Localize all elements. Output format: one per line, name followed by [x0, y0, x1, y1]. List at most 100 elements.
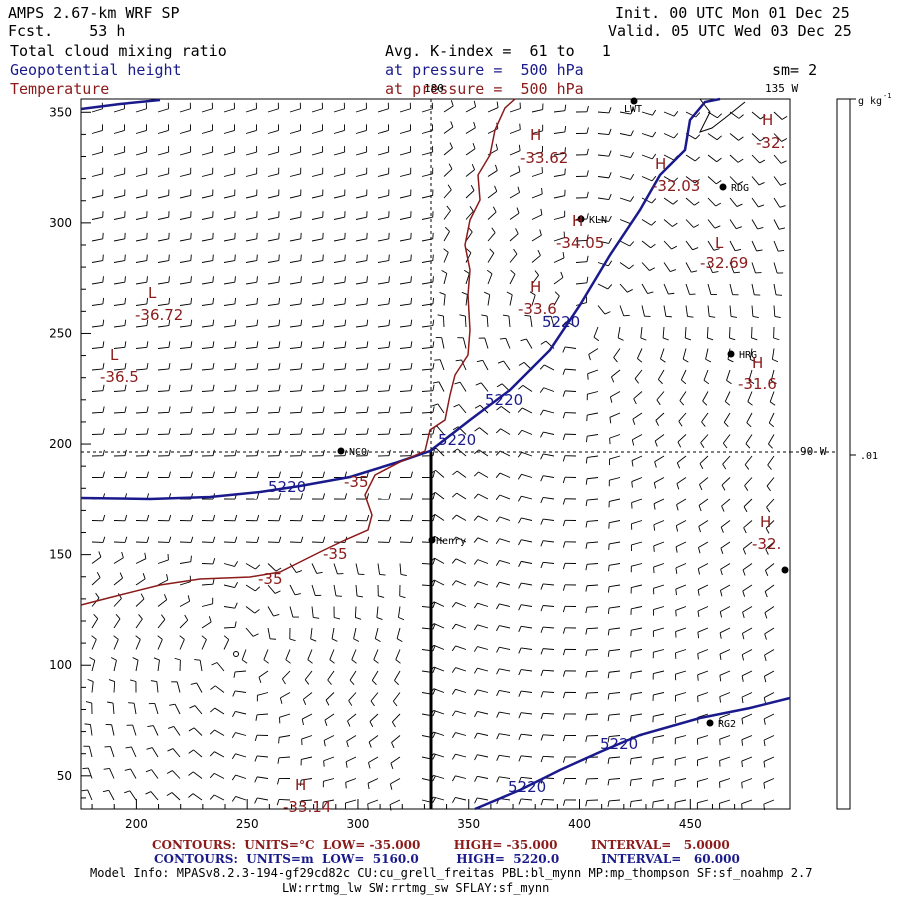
x-tick-label: 300: [347, 817, 370, 831]
pressure-temperature: at pressure = 500 hPa: [385, 80, 584, 98]
y-tick-label: 250: [49, 326, 72, 340]
extremum-value: -33.6: [518, 300, 557, 318]
y-tick-label: 100: [49, 658, 72, 672]
high-marker: H: [762, 111, 773, 129]
field-temperature: Temperature: [10, 80, 110, 98]
pressure-height: at pressure = 500 hPa: [385, 61, 584, 79]
station-label: LWT: [624, 104, 642, 115]
station-marker: [706, 719, 714, 727]
plot-frame: [80, 98, 791, 810]
contours-temperature: CONTOURS: UNITS=°C LOW= -35.000 HIGH= -3…: [152, 838, 730, 852]
extremum-value: -32.03: [652, 177, 700, 195]
extremum-value: -33.14: [283, 798, 331, 816]
y-tick-label: 50: [57, 769, 72, 783]
temperature-contour-label: -35: [344, 473, 369, 491]
axes: 200 250 300 350 400 450 50 100 150 200 250 300 350: [49, 105, 736, 831]
colorbar: [836, 98, 851, 810]
height-contour-label: 5220: [600, 735, 638, 753]
station-label: RDG: [731, 183, 749, 194]
extremum-value: -36.5: [100, 368, 139, 386]
high-marker: H: [530, 278, 541, 296]
height-contour-label: 5220: [268, 478, 306, 496]
avg-kindex: Avg. K-index = 61 to 1: [385, 42, 611, 60]
contours-height: CONTOURS: UNITS=m LOW= 5160.0 HIGH= 5220…: [154, 852, 740, 866]
station-label: HRG: [739, 350, 757, 361]
x-tick-label: 400: [568, 817, 591, 831]
temperature-contour-label: -35: [323, 545, 348, 563]
field-cloud-mixing: Total cloud mixing ratio: [10, 42, 227, 60]
height-contour-label: 5220: [508, 778, 546, 796]
low-marker: L: [148, 284, 157, 302]
station-marker: [577, 215, 585, 223]
y-tick-label: 350: [49, 105, 72, 119]
temperature-contours: [80, 98, 516, 606]
lon-label-180: 180: [424, 82, 444, 95]
init-value: 00 UTC Mon 01 Dec 25: [669, 4, 850, 22]
station-marker: [630, 97, 638, 105]
high-marker: H: [760, 513, 771, 531]
temp-contour-north: [424, 98, 516, 452]
station-marker: [727, 350, 735, 358]
init-time: Init. 00 UTC Mon 01 Dec 25: [615, 4, 850, 22]
x-tick-label: 250: [236, 817, 259, 831]
extremum-value: -33.62: [520, 149, 568, 167]
x-tick-label: 350: [457, 817, 480, 831]
colorbar-units: g kg: [858, 96, 882, 107]
station-marker: [428, 536, 436, 544]
temp-contour-south: [80, 450, 426, 606]
smoothing: sm= 2: [772, 61, 818, 79]
lon-label-135w: 135 W: [765, 82, 798, 95]
low-marker: L: [715, 234, 724, 252]
y-tick-label: 300: [49, 216, 72, 230]
wind-barbs: [81, 100, 788, 811]
coastline: [699, 98, 746, 133]
field-geopotential: Geopotential height: [10, 61, 182, 79]
extremum-value: -34.05: [556, 234, 604, 252]
station-marker: [337, 447, 345, 455]
height-contour-label: 5220: [542, 313, 580, 331]
fcst-value: 53 h: [89, 22, 126, 40]
valid-time: Valid. 05 UTC Wed 03 Dec 25: [608, 22, 852, 40]
y-tick-label: 150: [49, 548, 72, 562]
contour-5220-nw: [80, 98, 161, 111]
height-contours: [80, 97, 791, 811]
station-marker: [781, 566, 789, 574]
lon-label-90w: 90 W: [800, 445, 827, 458]
extremum-value: -32.: [756, 134, 785, 152]
high-marker: H: [572, 212, 583, 230]
contour-5220-south: [474, 696, 791, 811]
extremum-value: -31.6: [738, 375, 777, 393]
valid-value: 05 UTC Wed 03 Dec 25: [671, 22, 852, 40]
fcst-label: Fcst.: [8, 22, 54, 40]
model-title: AMPS 2.67-km WRF SP: [8, 4, 180, 22]
model-info: Model Info: MPASv8.2.3-194-gf29cd82c CU:…: [90, 866, 813, 880]
temperature-contour-label: -35: [258, 570, 283, 588]
x-tick-label: 200: [125, 817, 148, 831]
height-contour-label: 5220: [438, 431, 476, 449]
station-label: NCO: [349, 447, 367, 458]
station-label: RG2: [718, 719, 736, 730]
contour-5220-main: [80, 97, 721, 501]
extremum-value: -32.: [752, 535, 781, 553]
station-label: Henry: [436, 536, 466, 547]
height-contour-label: 5220: [485, 391, 523, 409]
map-labels: 180 135 W 90 W g kg -1 .01 LWT RDG KLN HRG NCO Henr…: [100, 82, 891, 816]
colorbar-units-sup: -1: [883, 92, 891, 100]
high-marker: H: [752, 354, 763, 372]
extremum-value: -36.72: [135, 306, 183, 324]
extremum-value: -32.69: [700, 254, 748, 272]
high-marker: H: [295, 776, 306, 794]
forecast-hour: Fcst. 53 h: [8, 22, 125, 40]
station-label: KLN: [589, 215, 607, 226]
colorbar-tick: .01: [860, 451, 878, 462]
high-marker: H: [530, 126, 541, 144]
init-label: Init.: [615, 4, 661, 22]
model-info-2: LW:rrtmg_lw SW:rrtmg_sw SFLAY:sf_mynn: [282, 881, 550, 895]
x-tick-label: 450: [679, 817, 702, 831]
low-marker: L: [110, 346, 119, 364]
station-marker: [719, 183, 727, 191]
high-marker: H: [655, 155, 666, 173]
y-tick-label: 200: [49, 437, 72, 451]
valid-label: Valid.: [608, 22, 663, 40]
